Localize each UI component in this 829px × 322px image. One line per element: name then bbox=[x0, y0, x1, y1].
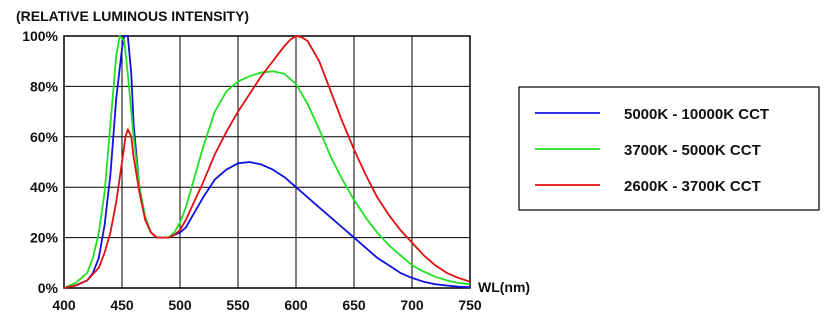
y-tick-label: 20% bbox=[30, 230, 59, 246]
y-axis-ticks: 0% 20% 40% 60% 80% 100% bbox=[22, 28, 58, 296]
y-tick-label: 80% bbox=[30, 78, 59, 94]
x-tick-label: 400 bbox=[52, 297, 76, 313]
x-tick-label: 650 bbox=[342, 297, 366, 313]
x-tick-label: 750 bbox=[458, 297, 482, 313]
y-tick-label: 60% bbox=[30, 129, 59, 145]
x-axis-ticks: 400 450 500 550 600 650 700 750 bbox=[52, 297, 482, 313]
chart-title: (RELATIVE LUMINOUS INTENSITY) bbox=[16, 8, 249, 24]
y-tick-label: 0% bbox=[38, 280, 59, 296]
x-tick-label: 700 bbox=[400, 297, 424, 313]
x-tick-label: 600 bbox=[284, 297, 308, 313]
x-axis-label: WL(nm) bbox=[478, 279, 530, 295]
legend-label-1: 3700K - 5000K CCT bbox=[624, 142, 761, 159]
x-tick-label: 550 bbox=[226, 297, 250, 313]
grid-lines bbox=[63, 35, 471, 289]
series-lines bbox=[63, 35, 471, 289]
plot-area bbox=[63, 35, 471, 289]
y-tick-label: 40% bbox=[30, 179, 59, 195]
y-tick-label: 100% bbox=[22, 28, 58, 44]
series-line-1 bbox=[63, 35, 471, 289]
x-tick-label: 450 bbox=[110, 297, 134, 313]
legend-label-2: 2600K - 3700K CCT bbox=[624, 178, 761, 195]
legend-label-0: 5000K - 10000K CCT bbox=[624, 106, 769, 123]
series-line-2 bbox=[63, 35, 471, 289]
x-tick-label: 500 bbox=[168, 297, 192, 313]
legend: 5000K - 10000K CCT 3700K - 5000K CCT 2600K… bbox=[518, 86, 820, 211]
series-line-0 bbox=[63, 35, 471, 289]
